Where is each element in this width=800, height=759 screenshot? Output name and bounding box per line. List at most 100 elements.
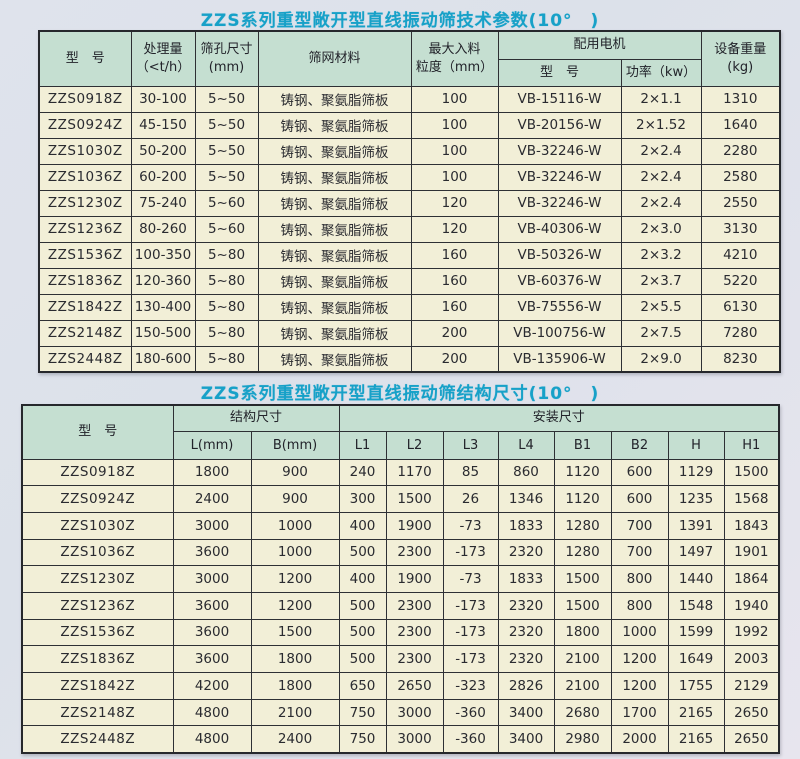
- table-row: ZZS1236Z 3600 1200 500 2300 -173 2320 1500 800 15…: [21, 591, 780, 620]
- value-cell: 1500: [250, 618, 340, 647]
- value-cell: -73: [442, 511, 499, 540]
- value-cell: 8230: [700, 345, 781, 373]
- value-cell: 750: [338, 698, 387, 727]
- value-cell: 300: [338, 485, 387, 513]
- value-cell: 2×3.2: [620, 241, 702, 269]
- table2-header: 型 号 结构尺寸 安装尺寸 L(mm) B(mm) L1 L2 L3 L4 B1…: [21, 404, 780, 460]
- motor-model-label: 型 号: [539, 64, 579, 80]
- value-cell: 1500: [553, 591, 612, 620]
- capacity-label-line1: 处理量: [143, 42, 183, 58]
- value-cell: 3400: [497, 725, 555, 754]
- value-cell: -173: [442, 618, 499, 647]
- value-cell: 1800: [553, 618, 612, 647]
- value-cell: 1120: [553, 458, 612, 487]
- capacity-label-line2: （<t/h）: [135, 59, 191, 75]
- col-header-B1: B1: [553, 430, 612, 460]
- value-cell: 1833: [497, 565, 555, 593]
- table-row: ZZS1236Z 80-260 5~60 铸钢、聚氨脂筛板 120 VB-40306-W 2…: [38, 215, 781, 243]
- value-cell: 500: [338, 618, 387, 647]
- table-row: ZZS1030Z 50-200 5~50 铸钢、聚氨脂筛板 100 VB-32246-W 2…: [38, 137, 781, 165]
- value-cell: 130-400: [130, 293, 196, 321]
- value-cell: -360: [442, 725, 499, 754]
- value-cell: VB-135906-W: [497, 345, 622, 373]
- value-cell: 1548: [667, 591, 725, 620]
- value-cell: 铸钢、聚氨脂筛板: [257, 163, 412, 191]
- value-cell: 铸钢、聚氨脂筛板: [257, 215, 412, 243]
- value-cell: 2×1.52: [620, 111, 702, 139]
- value-cell: 2280: [700, 137, 781, 165]
- model-cell: ZZS1536Z: [21, 618, 174, 647]
- model-cell: ZZS1236Z: [21, 591, 174, 620]
- value-cell: -173: [442, 538, 499, 567]
- col-header-material: 筛网材料: [257, 30, 412, 87]
- value-cell: 75-240: [130, 189, 196, 217]
- value-cell: 2×9.0: [620, 345, 702, 373]
- col-header-aperture: 筛孔尺寸 (mm): [194, 30, 259, 87]
- value-cell: 1843: [723, 511, 780, 540]
- value-cell: -173: [442, 591, 499, 620]
- model-cell: ZZS2448Z: [21, 725, 174, 754]
- col-header-motor-power: 功率（kw）: [620, 58, 702, 87]
- value-cell: 1649: [667, 645, 725, 673]
- col-header-B: B(mm): [250, 430, 340, 460]
- value-cell: 200: [410, 345, 499, 373]
- value-cell: 5~80: [194, 345, 259, 373]
- value-cell: 铸钢、聚氨脂筛板: [257, 345, 412, 373]
- table-row: ZZS1536Z 100-350 5~80 铸钢、聚氨脂筛板 160 VB-50326-W…: [38, 241, 781, 269]
- model-cell: ZZS1030Z: [38, 137, 132, 165]
- value-cell: 7280: [700, 319, 781, 347]
- table2-title: ZZS系列重型敞开型直线振动筛结构尺寸(10° ): [200, 384, 600, 404]
- value-cell: 1000: [610, 618, 669, 647]
- value-cell: 100: [410, 85, 499, 113]
- value-cell: 2550: [700, 189, 781, 217]
- value-cell: 4800: [172, 725, 252, 754]
- value-cell: 2×1.1: [620, 85, 702, 113]
- value-cell: 80-260: [130, 215, 196, 243]
- value-cell: 2300: [385, 618, 444, 647]
- value-cell: 1280: [553, 538, 612, 567]
- weight-label-line1: 设备重量: [714, 42, 767, 58]
- value-cell: 2×3.0: [620, 215, 702, 243]
- structural-dimensions-table: 型 号 结构尺寸 安装尺寸 L(mm) B(mm) L1 L2 L3 L4 B1…: [21, 404, 781, 754]
- table-row: ZZS1230Z 3000 1200 400 1900 -73 1833 1500 800 144…: [21, 565, 780, 593]
- value-cell: VB-15116-W: [497, 85, 622, 113]
- value-cell: 3600: [172, 645, 252, 673]
- col-header-capacity: 处理量 （<t/h）: [130, 30, 196, 87]
- value-cell: 2165: [667, 698, 725, 727]
- value-cell: 1497: [667, 538, 725, 567]
- value-cell: VB-20156-W: [497, 111, 622, 139]
- col-header-motor-group: 配用电机: [497, 30, 702, 60]
- aperture-label-line2: (mm): [208, 59, 245, 75]
- value-cell: 800: [610, 591, 669, 620]
- value-cell: 5220: [700, 267, 781, 295]
- value-cell: 3000: [172, 511, 252, 540]
- value-cell: 180-600: [130, 345, 196, 373]
- value-cell: 1000: [250, 511, 340, 540]
- table-row: ZZS0918Z 30-100 5~50 铸钢、聚氨脂筛板 100 VB-15116-W 2…: [38, 85, 781, 113]
- col-header-model: 型 号: [38, 30, 132, 87]
- aperture-label-line1: 筛孔尺寸: [200, 42, 253, 58]
- value-cell: 2003: [723, 645, 780, 673]
- value-cell: 2320: [497, 645, 555, 673]
- value-cell: 1200: [610, 645, 669, 673]
- value-cell: 2320: [497, 591, 555, 620]
- value-cell: 1200: [250, 565, 340, 593]
- value-cell: 1200: [250, 591, 340, 620]
- weight-label-line2: (kg): [727, 59, 754, 75]
- value-cell: 1391: [667, 511, 725, 540]
- col-header-L1: L1: [338, 430, 387, 460]
- value-cell: 500: [338, 538, 387, 567]
- value-cell: -323: [442, 672, 499, 700]
- value-cell: 1864: [723, 565, 780, 593]
- model-cell: ZZS1230Z: [38, 189, 132, 217]
- table-row: ZZS2448Z 180-600 5~80 铸钢、聚氨脂筛板 200 VB-135906-…: [38, 345, 781, 373]
- value-cell: 2×2.4: [620, 163, 702, 191]
- value-cell: 2300: [385, 538, 444, 567]
- value-cell: 120: [410, 215, 499, 243]
- model-cell: ZZS2148Z: [21, 698, 174, 727]
- value-cell: 铸钢、聚氨脂筛板: [257, 293, 412, 321]
- value-cell: 5~60: [194, 215, 259, 243]
- table-row: ZZS2148Z 4800 2100 750 3000 -360 3400 2680 1700 2…: [21, 698, 780, 727]
- technical-parameters-table: 型 号 处理量 （<t/h） 筛孔尺寸 (mm) 筛网材料 最大入料 粒度（mm…: [38, 30, 782, 373]
- table1-body: ZZS0918Z 30-100 5~50 铸钢、聚氨脂筛板 100 VB-15116-W 2…: [38, 85, 781, 373]
